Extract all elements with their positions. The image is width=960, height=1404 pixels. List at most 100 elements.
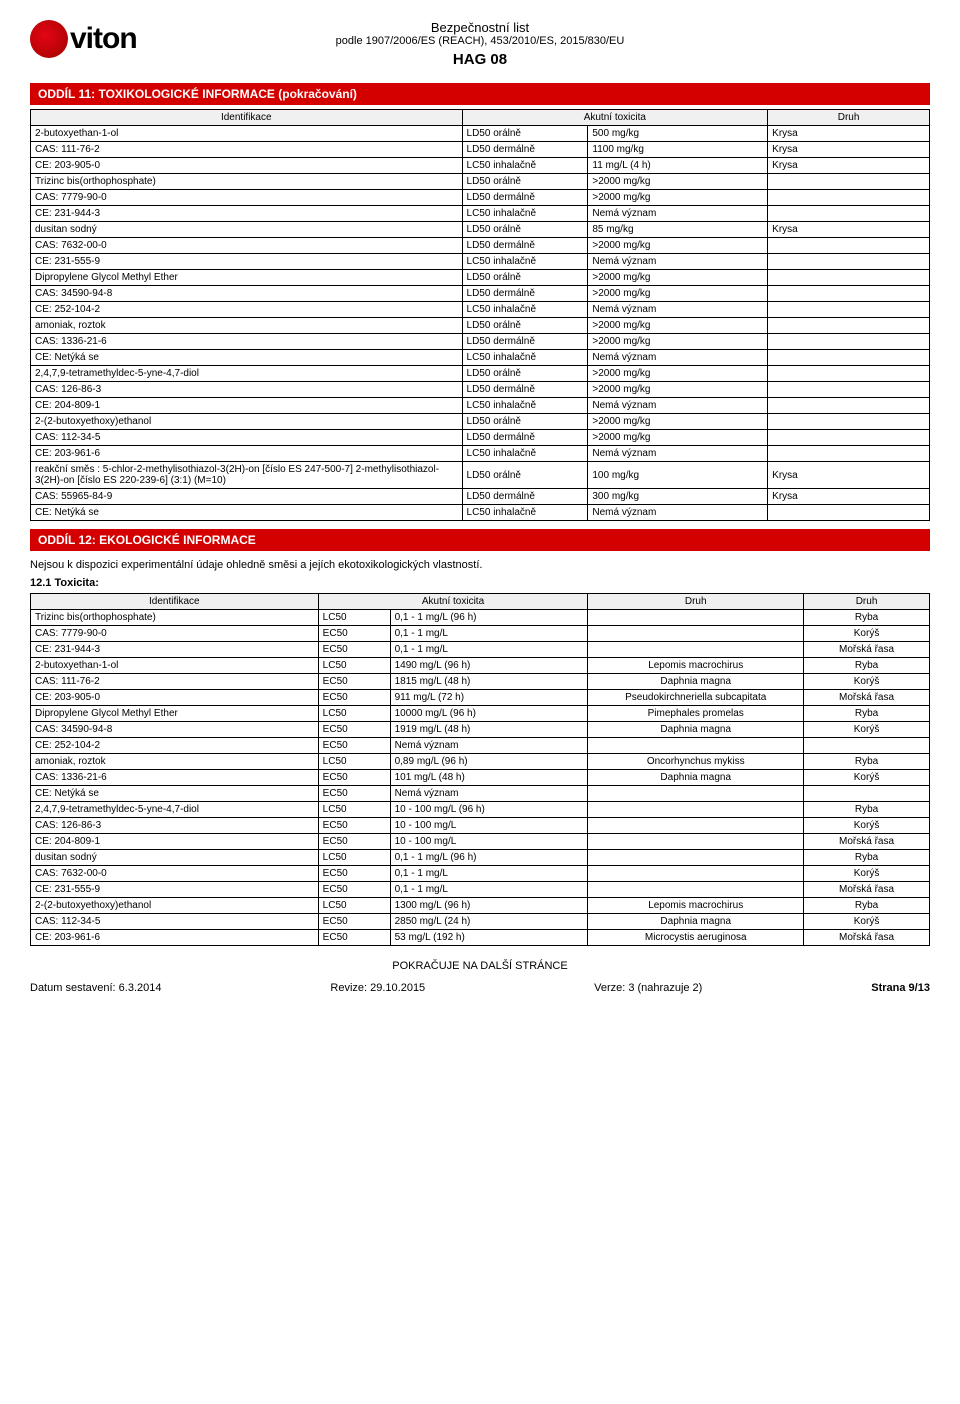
tox-cell-id: CE: 203-905-0: [31, 158, 463, 174]
tox-cell-species: [768, 318, 930, 334]
tox-cell-species: [768, 430, 930, 446]
eco-cell-category: Mořská řasa: [804, 642, 930, 658]
eco-cell-species: Daphnia magna: [588, 770, 804, 786]
eco-cell-species: [588, 642, 804, 658]
table-row: Dipropylene Glycol Methyl EtherLC5010000…: [31, 706, 930, 722]
table-row: CAS: 7632-00-0EC500,1 - 1 mg/LKorýš: [31, 866, 930, 882]
tox-cell-test: LD50 orálně: [462, 414, 588, 430]
eco-cell-category: Ryba: [804, 898, 930, 914]
eco-cell-id: CE: Netýká se: [31, 786, 319, 802]
eco-cell-test: LC50: [318, 610, 390, 626]
table-row: CE: 252-104-2LC50 inhalačněNemá význam: [31, 302, 930, 318]
tox-cell-species: [768, 174, 930, 190]
eco-cell-category: Mořská řasa: [804, 690, 930, 706]
tox-cell-test: LD50 orálně: [462, 126, 588, 142]
tox-cell-species: [768, 505, 930, 521]
tox-cell-species: [768, 350, 930, 366]
tox-cell-value: >2000 mg/kg: [588, 318, 768, 334]
table-row: dusitan sodnýLD50 orálně85 mg/kgKrysa: [31, 222, 930, 238]
eco-cell-species: [588, 626, 804, 642]
eco-cell-value: 911 mg/L (72 h): [390, 690, 588, 706]
tox-cell-test: LD50 orálně: [462, 174, 588, 190]
eco-cell-id: Trizinc bis(orthophosphate): [31, 610, 319, 626]
tox-cell-id: CE: 231-555-9: [31, 254, 463, 270]
eco-cell-test: EC50: [318, 834, 390, 850]
eco-cell-id: CAS: 1336-21-6: [31, 770, 319, 786]
page-header: viton Bezpečnostní list podle 1907/2006/…: [30, 20, 930, 68]
tox-cell-value: Nemá význam: [588, 398, 768, 414]
tox-cell-value: >2000 mg/kg: [588, 286, 768, 302]
eco-cell-species: [588, 738, 804, 754]
eco-cell-category: Ryba: [804, 850, 930, 866]
tox-col-acute: Akutní toxicita: [462, 110, 768, 126]
tox-cell-test: LC50 inhalačně: [462, 350, 588, 366]
eco-cell-species: [588, 866, 804, 882]
table-row: Trizinc bis(orthophosphate)LC500,1 - 1 m…: [31, 610, 930, 626]
doc-title-line1: Bezpečnostní list: [30, 20, 930, 35]
tox-cell-species: [768, 446, 930, 462]
tox-cell-value: 85 mg/kg: [588, 222, 768, 238]
eco-cell-species: Oncorhynchus mykiss: [588, 754, 804, 770]
tox-cell-id: CAS: 126-86-3: [31, 382, 463, 398]
table-row: CE: 231-555-9LC50 inhalačněNemá význam: [31, 254, 930, 270]
table-row: CAS: 112-34-5EC502850 mg/L (24 h)Daphnia…: [31, 914, 930, 930]
tox-cell-species: [768, 286, 930, 302]
eco-cell-category: Korýš: [804, 674, 930, 690]
eco-cell-value: 53 mg/L (192 h): [390, 930, 588, 946]
eco-cell-id: CAS: 112-34-5: [31, 914, 319, 930]
eco-cell-value: Nemá význam: [390, 738, 588, 754]
eco-cell-value: 1815 mg/L (48 h): [390, 674, 588, 690]
eco-cell-value: 10000 mg/L (96 h): [390, 706, 588, 722]
eco-cell-species: Lepomis macrochirus: [588, 658, 804, 674]
tox-cell-value: 100 mg/kg: [588, 462, 768, 489]
tox-cell-test: LD50 dermálně: [462, 190, 588, 206]
tox-cell-value: Nemá význam: [588, 350, 768, 366]
tox-cell-id: dusitan sodný: [31, 222, 463, 238]
tox-cell-species: [768, 206, 930, 222]
eco-cell-value: 10 - 100 mg/L: [390, 834, 588, 850]
tox-cell-id: CE: 204-809-1: [31, 398, 463, 414]
tox-cell-value: Nemá význam: [588, 446, 768, 462]
tox-cell-value: >2000 mg/kg: [588, 382, 768, 398]
table-row: CE: Netýká seLC50 inhalačněNemá význam: [31, 505, 930, 521]
eco-cell-species: Pseudokirchneriella subcapitata: [588, 690, 804, 706]
eco-cell-species: [588, 786, 804, 802]
tox-cell-test: LC50 inhalačně: [462, 206, 588, 222]
eco-cell-species: Lepomis macrochirus: [588, 898, 804, 914]
logo-icon: [30, 20, 68, 58]
tox-cell-id: CAS: 34590-94-8: [31, 286, 463, 302]
eco-cell-value: 0,89 mg/L (96 h): [390, 754, 588, 770]
eco-col-species1: Druh: [588, 594, 804, 610]
eco-cell-id: dusitan sodný: [31, 850, 319, 866]
eco-cell-category: Mořská řasa: [804, 930, 930, 946]
tox-cell-value: >2000 mg/kg: [588, 334, 768, 350]
section-12-intro: Nejsou k dispozici experimentální údaje …: [30, 559, 930, 571]
eco-cell-id: CAS: 111-76-2: [31, 674, 319, 690]
table-row: CAS: 112-34-5LD50 dermálně>2000 mg/kg: [31, 430, 930, 446]
table-row: reakční směs : 5-chlor-2-methylisothiazo…: [31, 462, 930, 489]
tox-cell-species: [768, 366, 930, 382]
eco-cell-id: 2,4,7,9-tetramethyldec-5-yne-4,7-diol: [31, 802, 319, 818]
tox-cell-species: Krysa: [768, 158, 930, 174]
table-row: CE: Netýká seLC50 inhalačněNemá význam: [31, 350, 930, 366]
tox-cell-id: 2-butoxyethan-1-ol: [31, 126, 463, 142]
eco-cell-value: 10 - 100 mg/L: [390, 818, 588, 834]
tox-cell-id: Trizinc bis(orthophosphate): [31, 174, 463, 190]
tox-cell-value: 11 mg/L (4 h): [588, 158, 768, 174]
tox-cell-test: LC50 inhalačně: [462, 446, 588, 462]
eco-cell-test: LC50: [318, 802, 390, 818]
tox-cell-species: [768, 414, 930, 430]
tox-cell-value: >2000 mg/kg: [588, 190, 768, 206]
tox-cell-id: CE: 203-961-6: [31, 446, 463, 462]
table-row: CE: 204-809-1LC50 inhalačněNemá význam: [31, 398, 930, 414]
tox-cell-value: Nemá význam: [588, 254, 768, 270]
tox-cell-species: Krysa: [768, 489, 930, 505]
tox-cell-species: [768, 190, 930, 206]
eco-cell-value: Nemá význam: [390, 786, 588, 802]
tox-cell-id: CAS: 112-34-5: [31, 430, 463, 446]
eco-cell-species: [588, 802, 804, 818]
tox-cell-test: LD50 dermálně: [462, 430, 588, 446]
table-row: Trizinc bis(orthophosphate)LD50 orálně>2…: [31, 174, 930, 190]
tox-cell-id: CAS: 1336-21-6: [31, 334, 463, 350]
eco-cell-value: 1490 mg/L (96 h): [390, 658, 588, 674]
